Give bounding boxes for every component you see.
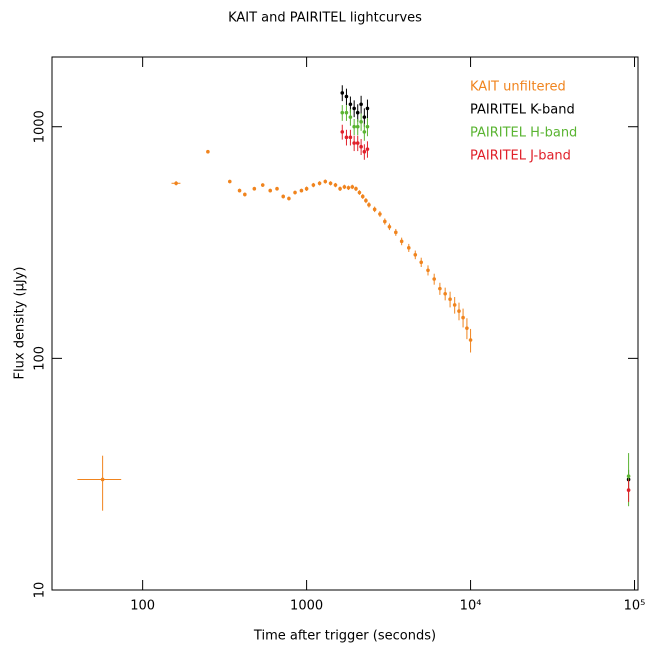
data-point (443, 291, 447, 296)
data-point (350, 185, 355, 189)
data-point (359, 102, 363, 107)
data-point (268, 188, 273, 193)
data-point (340, 91, 345, 95)
data-point (252, 186, 257, 191)
data-point (362, 130, 367, 134)
plot-frame (51, 56, 639, 591)
data-point (364, 198, 368, 203)
data-point (465, 326, 469, 330)
data-point (344, 110, 349, 115)
data-point (355, 110, 360, 115)
legend-entry: PAIRITEL H-band (470, 126, 577, 141)
legend-entry: PAIRITEL K-band (470, 103, 575, 118)
data-point (275, 186, 279, 191)
data-point (438, 286, 442, 291)
data-point (457, 309, 461, 313)
data-point (383, 219, 387, 224)
data-point (357, 190, 362, 195)
data-point (378, 212, 382, 216)
data-point (365, 147, 370, 151)
data-point (299, 188, 304, 193)
data-point (346, 185, 351, 190)
data-point (344, 94, 349, 99)
data-point (432, 277, 436, 281)
data-point (338, 186, 342, 191)
data-point (365, 106, 370, 111)
data-point (419, 260, 424, 265)
data-point (426, 268, 430, 273)
data-point (344, 135, 349, 140)
data-point (362, 115, 367, 119)
data-point (293, 190, 297, 195)
data-point (340, 110, 345, 115)
data-point (260, 183, 265, 187)
data-point (468, 338, 473, 342)
data-point (281, 194, 286, 199)
data-point (365, 124, 370, 129)
data-point (243, 192, 247, 197)
data-point (206, 149, 210, 154)
data-point (333, 183, 338, 187)
legend-entry: KAIT unfiltered (470, 80, 566, 95)
data-point (328, 181, 333, 186)
data-point (413, 252, 418, 257)
data-point (355, 124, 360, 129)
data-point (311, 183, 316, 187)
data-point (348, 115, 353, 119)
data-point (372, 207, 377, 212)
data-point (399, 239, 404, 244)
data-point (323, 179, 328, 184)
x-tick-label: 1000 (290, 599, 323, 614)
data-point (354, 186, 358, 191)
legend-entry: PAIRITEL J-band (470, 149, 571, 164)
data-point (360, 194, 365, 199)
data-point (352, 141, 356, 145)
x-tick-label: 10⁵ (624, 599, 646, 614)
data-point (227, 179, 232, 184)
data-point (287, 196, 291, 201)
y-tick-label: 100 (33, 346, 48, 371)
data-point (626, 474, 631, 478)
data-point (362, 149, 367, 154)
data-point (174, 181, 178, 186)
data-point (352, 124, 356, 129)
data-point (461, 315, 465, 320)
data-point (348, 135, 353, 140)
data-point (352, 106, 356, 111)
data-point (367, 203, 371, 207)
data-point (304, 186, 309, 191)
data-point (394, 230, 398, 235)
data-point (340, 130, 345, 134)
data-point (342, 185, 347, 189)
data-point (317, 181, 322, 186)
x-axis-label: Time after trigger (seconds) (253, 629, 436, 644)
data-point (448, 297, 452, 302)
data-point (355, 141, 360, 145)
y-tick-label: 1000 (33, 110, 48, 143)
data-point (626, 488, 631, 492)
chart-title: KAIT and PAIRITEL lightcurves (228, 11, 422, 26)
data-point (406, 246, 411, 250)
x-tick-label: 100 (130, 599, 155, 614)
y-tick-label: 10 (33, 582, 48, 599)
data-point (359, 144, 363, 149)
data-point (387, 224, 392, 229)
x-tick-label: 10⁴ (460, 599, 482, 614)
data-point (100, 477, 105, 482)
data-point (359, 120, 363, 124)
data-point (348, 102, 353, 107)
data-point (452, 303, 457, 307)
data-point (237, 188, 242, 193)
y-axis-label: Flux density (μJy) (13, 267, 28, 380)
